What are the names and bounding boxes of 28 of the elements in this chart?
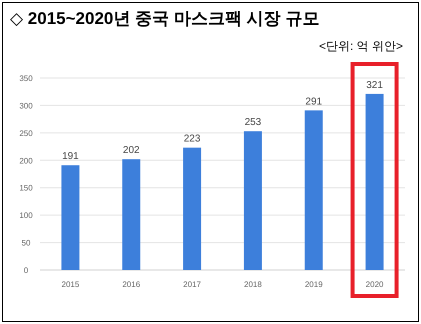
chart-subtitle: <단위: 억 위안>: [318, 39, 403, 53]
y-tick-label: 350: [19, 74, 34, 83]
bar: [304, 110, 323, 270]
data-label: 202: [122, 145, 140, 156]
y-tick-label: 0: [24, 266, 29, 275]
y-tick-label: 150: [19, 184, 34, 193]
data-label: 321: [366, 80, 384, 91]
y-tick-label: 250: [19, 128, 34, 138]
y-tick-label: 50: [22, 238, 31, 248]
x-tick-label: 2015: [62, 280, 80, 289]
bar: [366, 94, 384, 270]
bar: [61, 165, 80, 270]
data-label: 253: [244, 117, 262, 128]
x-tick-label: 2016: [122, 280, 141, 289]
data-label: 291: [305, 96, 323, 108]
data-label: 223: [184, 134, 201, 145]
bar: [183, 148, 202, 270]
y-tick-label: 100: [19, 211, 34, 220]
bar: [244, 131, 262, 270]
bar: [122, 159, 140, 270]
chart-title: ◇ 2015~2020년 중국 마스크팩 시장 규모: [10, 9, 320, 28]
x-tick-label: 2019: [304, 280, 324, 289]
y-tick-label: 200: [19, 156, 34, 166]
x-tick-label: 2020: [366, 280, 384, 289]
x-tick-label: 2017: [183, 280, 202, 289]
y-tick-label: 300: [19, 101, 34, 110]
x-tick-label: 2018: [244, 280, 262, 289]
data-label: 191: [62, 151, 80, 162]
